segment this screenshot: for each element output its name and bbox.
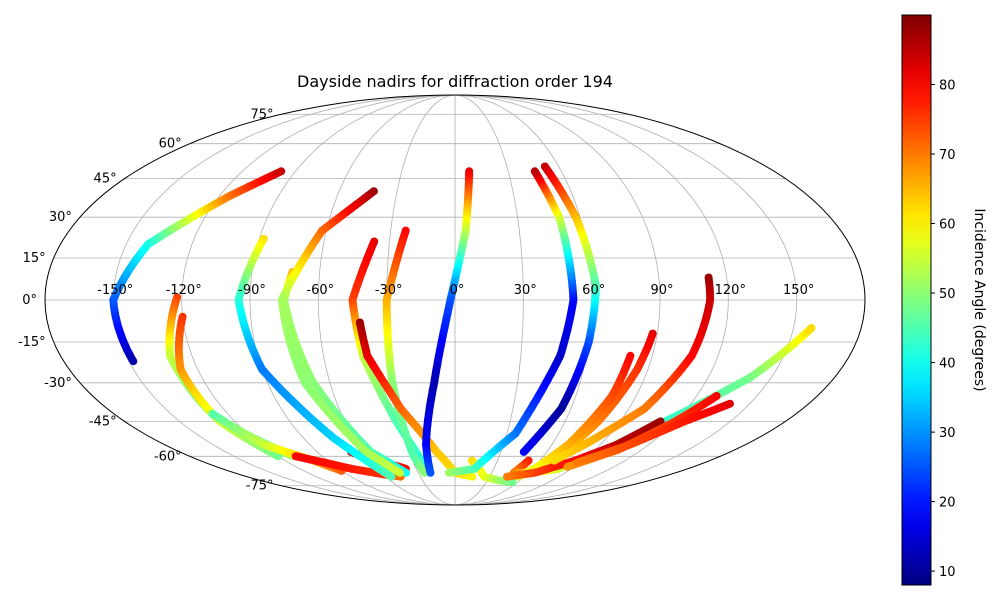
- colorbar-tick-label: 50: [939, 287, 956, 302]
- track-point: [277, 167, 286, 176]
- track-16: [519, 162, 600, 456]
- lat-tick-label: 15°: [23, 251, 46, 266]
- track-7: [234, 234, 396, 481]
- colorbar-tick-label: 70: [939, 148, 956, 163]
- lat-tick-label: 60°: [159, 137, 182, 152]
- track-13: [422, 167, 474, 477]
- colorbar-tick-label: 10: [939, 565, 956, 580]
- track-point: [508, 478, 517, 487]
- lon-tick-label: -90°: [238, 283, 266, 298]
- colorbar: 10 20 30 40 50 60 70 80 Incidence Angle (degree…: [901, 14, 987, 586]
- colorbar-ticks: 10 20 30 40 50 60 70 80: [931, 79, 956, 580]
- track-point: [468, 472, 477, 481]
- track-point: [519, 447, 528, 456]
- track-point: [503, 472, 511, 481]
- lon-tick-label: 0°: [450, 283, 465, 298]
- track-point: [395, 468, 404, 477]
- scatter-tracks: [109, 162, 816, 487]
- lat-tick-label: -45°: [89, 414, 117, 429]
- lat-tick-label: -30°: [44, 376, 72, 391]
- track-9: [277, 187, 404, 477]
- lon-tick-label: 150°: [783, 283, 814, 298]
- lon-tick-label: 60°: [582, 283, 605, 298]
- track-point: [530, 167, 539, 176]
- track-15: [444, 167, 578, 477]
- track-point: [807, 324, 816, 332]
- track-23: [573, 399, 734, 467]
- graticule: [45, 94, 865, 506]
- colorbar-tick-label: 40: [939, 357, 956, 372]
- colorbar-tick-label: 20: [939, 496, 956, 511]
- longitude-tick-labels: -150° -120° -90° -60° -30° 0° 30° 60° 90° 120° 150…: [97, 283, 814, 298]
- lat-tick-label: 0°: [22, 293, 37, 308]
- track-point: [402, 468, 410, 477]
- track-point: [563, 462, 572, 471]
- track-point: [550, 456, 559, 465]
- track-11: [382, 226, 429, 477]
- track-21: [550, 273, 715, 465]
- track-point: [426, 468, 435, 477]
- lon-tick-label: -150°: [97, 283, 133, 298]
- track-3: [109, 167, 286, 366]
- lat-tick-label: 45°: [94, 172, 117, 187]
- lat-tick-label: 30°: [49, 210, 72, 225]
- colorbar-tick-label: 30: [939, 426, 956, 441]
- latitude-tick-labels: 75° 60° 45° 30° 15° 0° -15° -30° -45° -60° -75°: [18, 107, 274, 493]
- track-point: [387, 472, 396, 481]
- lon-tick-label: -30°: [375, 283, 403, 298]
- mollweide-map: -150° -120° -90° -60° -30° 0° 30° 60° 90° 120° 150…: [18, 94, 866, 506]
- colorbar-label: Incidence Angle (degrees): [971, 208, 987, 391]
- colorbar-gradient: [901, 14, 932, 586]
- track-2: [174, 312, 283, 461]
- lat-tick-label: -60°: [154, 449, 182, 464]
- map-boundary: [44, 94, 866, 506]
- lon-tick-label: -120°: [166, 283, 202, 298]
- track-point: [274, 452, 283, 461]
- colorbar-tick-label: 60: [939, 218, 956, 233]
- lon-tick-label: 90°: [650, 283, 673, 298]
- lat-tick-label: 75°: [250, 107, 273, 122]
- colorbar-tick-label: 80: [939, 79, 956, 94]
- lon-tick-label: -60°: [306, 283, 334, 298]
- lon-tick-label: 120°: [715, 283, 746, 298]
- track-point: [573, 458, 581, 467]
- lon-tick-label: 30°: [514, 283, 537, 298]
- lat-tick-label: -75°: [246, 479, 274, 494]
- lat-tick-label: -15°: [18, 335, 46, 350]
- chart-title: Dayside nadirs for diffraction order 194: [297, 72, 613, 91]
